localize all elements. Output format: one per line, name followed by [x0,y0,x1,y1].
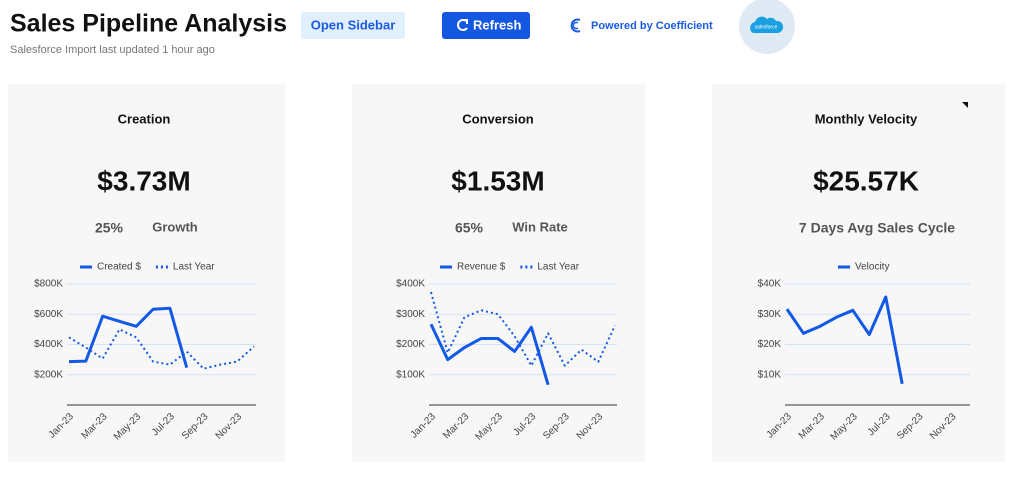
open-sidebar-button[interactable]: Open Sidebar [301,12,405,39]
y-tick-label: $400K [34,339,63,350]
coefficient-icon[interactable] [572,21,579,30]
y-tick-label: $400K [396,279,425,290]
y-tick-label: $200K [34,369,63,380]
card-title: Conversion [462,111,534,126]
card-title: Monthly Velocity [815,111,918,126]
salesforce-logo: salesforce [739,0,795,54]
card-value: $3.73M [97,165,190,196]
legend-label: Last Year [173,262,215,273]
legend-label: Last Year [537,262,579,273]
subtitle: Salesforce Import last updated 1 hour ag… [10,44,215,56]
legend-label: Created $ [97,262,141,273]
powered-by[interactable]: Powered by Coefficient [591,20,713,32]
y-tick-label: $100K [396,369,425,380]
legend-label: Velocity [855,262,889,273]
card-value: $1.53M [451,165,544,196]
y-tick-label: $200K [396,339,425,350]
refresh-button[interactable]: Refresh [442,12,530,39]
card-stat-label: Win Rate [512,219,568,234]
series-line [429,323,550,386]
series-line [430,291,616,367]
logo-cloud [750,16,784,33]
logo-text: salesforce [755,24,778,30]
button-label[interactable]: Open Sidebar [311,17,396,32]
button-bg[interactable] [301,12,405,39]
y-tick-label: $40K [758,279,782,290]
series-line [785,295,904,385]
card [712,84,1005,462]
button-label[interactable]: Refresh [473,17,521,32]
y-tick-label: $300K [396,309,425,320]
card [8,84,285,462]
card-title: Creation [118,111,171,126]
y-tick-label: $30K [758,309,782,320]
button-bg[interactable] [442,12,530,39]
coefficient-link[interactable]: Powered by Coefficient [570,18,713,33]
y-tick-label: $800K [34,279,63,290]
series-line [68,328,255,370]
corner-marker [962,102,968,108]
card [352,84,645,462]
y-tick-label: $20K [758,339,782,350]
coefficient-icon[interactable] [570,18,581,33]
card-stat: 25% [95,220,124,236]
y-tick-label: $600K [34,309,63,320]
card-stat-label: Growth [152,219,198,234]
card-value: $25.57K [813,165,919,196]
legend-label: Revenue $ [457,262,506,273]
y-tick-label: $10K [758,369,782,380]
refresh-icon[interactable] [463,19,468,24]
series-line [68,306,189,369]
card-stat: 7 Days Avg Sales Cycle [799,220,955,236]
card-stat: 65% [455,220,484,236]
page-title: Sales Pipeline Analysis [10,10,287,38]
